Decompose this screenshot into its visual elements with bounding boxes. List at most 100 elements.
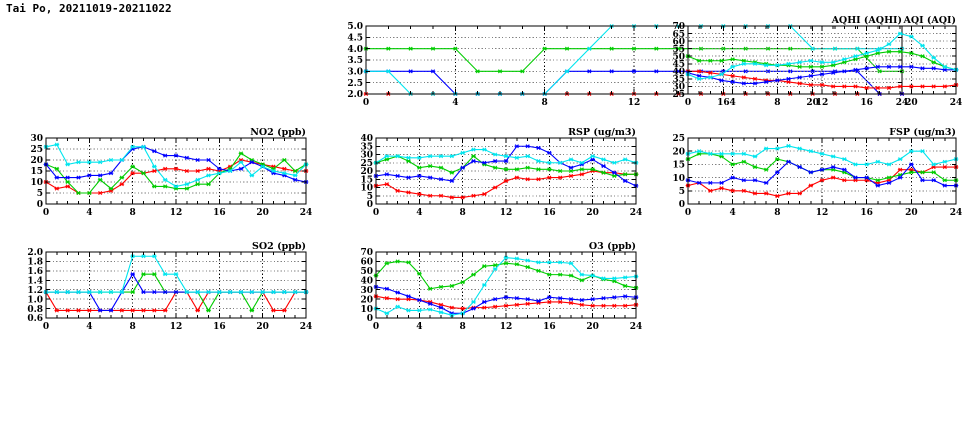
chart-panel-no2: 0 4 8 12 16 20 24 0 5 10 15 20 25 30 NO2 (ppb) — [20, 126, 312, 220]
y-tick-label: 3.5 — [347, 56, 363, 66]
x-tick-label: 0 — [43, 208, 49, 218]
y-tick-label: 5 — [367, 192, 373, 202]
y-tick-label: 4.5 — [347, 34, 363, 44]
y-tick-label: 15 — [672, 161, 685, 171]
chart-title-so2: SO2 (ppb) — [252, 241, 306, 252]
y-tick-label: 50 — [360, 267, 373, 277]
y-tick-label: 25 — [672, 90, 685, 100]
x-tick-label: 24 — [630, 208, 642, 218]
series-no2-red — [43, 157, 309, 196]
x-tick-label: 0 — [363, 98, 369, 108]
page-title: Tai Po, 20211019-20211022 — [6, 2, 172, 15]
y-tick-label: 2.5 — [347, 79, 363, 89]
series-aqi-cyan — [685, 31, 959, 81]
x-tick-label: 4 — [730, 98, 736, 108]
x-tick-label: 0 — [373, 208, 379, 218]
series-o3-cyan — [373, 255, 639, 318]
y-tick-label: 5.0 — [347, 22, 363, 32]
y-tick-label: 5 — [37, 189, 43, 199]
y-tick-label: 20 — [30, 156, 43, 166]
x-tick-label: 20 — [256, 322, 269, 332]
series-rsp-cyan — [373, 147, 639, 165]
x-tick-label: 24 — [300, 208, 312, 218]
chart-title-fsp: FSP (ug/m3) — [889, 127, 956, 138]
x-tick-label: 12 — [170, 208, 183, 218]
series-aqi-blue — [685, 64, 959, 86]
chart-title-aqi: AQI (AQI) — [903, 15, 956, 26]
series-so2-cyan — [43, 254, 309, 295]
y-tick-label: 10 — [360, 305, 373, 315]
x-tick-label: 8 — [774, 98, 780, 108]
y-tick-label: 0 — [367, 314, 373, 324]
y-tick-label: 0 — [679, 200, 685, 210]
series-aqi-red — [685, 69, 959, 91]
x-tick-label: 12 — [816, 208, 829, 218]
y-tick-label: 25 — [30, 145, 43, 155]
x-tick-label: 12 — [816, 98, 829, 108]
y-tick-label: 5 — [679, 187, 685, 197]
y-tick-label: 1.2 — [27, 286, 43, 296]
series-rsp-red — [373, 168, 639, 200]
y-tick-label: 4.0 — [347, 45, 363, 55]
x-tick-label: 12 — [170, 322, 183, 332]
x-tick-label: 8 — [130, 208, 136, 218]
chart-panel-so2: 0 4 8 12 16 20 24 0.6 0.8 1.0 1.2 1.4 1.6 1.8 2.0 SO2 (… — [20, 240, 312, 334]
x-tick-label: 20 — [586, 208, 599, 218]
y-tick-label: 3.0 — [347, 68, 363, 78]
x-tick-label: 20 — [256, 208, 269, 218]
x-tick-label: 4 — [416, 322, 422, 332]
x-tick-label: 8 — [460, 208, 466, 218]
y-tick-label: 60 — [360, 258, 373, 268]
y-tick-label: 20 — [672, 147, 685, 157]
x-tick-label: 4 — [416, 208, 422, 218]
x-tick-label: 16 — [717, 98, 730, 108]
x-tick-label: 20 — [905, 98, 918, 108]
series-rsp-green — [373, 154, 639, 178]
chart-panel-o3: 0 4 8 12 16 20 24 0 10 20 30 40 50 60 70 O3 (ppb) — [350, 240, 642, 334]
x-tick-label: 20 — [905, 208, 918, 218]
y-tick-label: 30 — [360, 286, 373, 296]
y-tick-label: 1.4 — [27, 276, 43, 286]
y-tick-label: 10 — [360, 184, 373, 194]
x-tick-label: 4 — [86, 208, 92, 218]
x-tick-label: 0 — [685, 208, 691, 218]
y-tick-label: 70 — [672, 22, 685, 32]
y-tick-label: 20 — [360, 295, 373, 305]
y-tick-label: 25 — [672, 134, 685, 144]
y-tick-label: 30 — [30, 134, 43, 144]
y-tick-label: 1.8 — [27, 258, 43, 268]
chart-panel-rsp: 0 4 8 12 16 20 24 0 5 10 15 20 25 30 35 40 RSP (ug/m3) — [350, 126, 642, 220]
y-tick-label: 40 — [360, 134, 373, 144]
series-o3-red — [373, 294, 639, 311]
chart-panel-fsp: 0 4 8 12 16 20 24 0 5 10 15 20 25 FSP (ug/m3) — [662, 126, 962, 220]
x-tick-label: 8 — [542, 98, 548, 108]
x-tick-label: 4 — [730, 208, 736, 218]
x-tick-label: 16 — [213, 208, 226, 218]
chart-title-no2: NO2 (ppb) — [250, 127, 306, 138]
y-tick-label: 70 — [360, 248, 373, 258]
chart-title-rsp: RSP (ug/m3) — [568, 127, 636, 138]
x-tick-label: 0 — [43, 322, 49, 332]
x-tick-label: 12 — [628, 98, 641, 108]
x-tick-label: 0 — [373, 322, 379, 332]
chart-panel-aqi: 0 4 8 12 16 20 24 25 30 35 40 45 50 55 60 65 70 AQI (AQI) — [662, 14, 962, 110]
x-tick-label: 4 — [86, 322, 92, 332]
x-tick-label: 8 — [130, 322, 136, 332]
x-tick-label: 12 — [500, 208, 513, 218]
y-tick-label: 25 — [360, 159, 373, 169]
series-fsp-cyan — [685, 143, 959, 167]
y-tick-label: 1.6 — [27, 267, 43, 277]
y-tick-label: 15 — [360, 175, 373, 185]
x-tick-label: 24 — [950, 98, 962, 108]
y-tick-label: 60 — [672, 37, 685, 47]
series-aqi-green — [685, 49, 959, 72]
x-tick-label: 12 — [500, 322, 513, 332]
x-tick-label: 8 — [460, 322, 466, 332]
x-tick-label: 24 — [950, 208, 962, 218]
x-tick-label: 16 — [543, 322, 556, 332]
y-tick-label: 30 — [672, 83, 685, 93]
x-tick-label: 0 — [685, 98, 691, 108]
x-tick-label: 16 — [860, 208, 873, 218]
y-tick-label: 20 — [360, 167, 373, 177]
x-tick-label: 24 — [300, 322, 312, 332]
